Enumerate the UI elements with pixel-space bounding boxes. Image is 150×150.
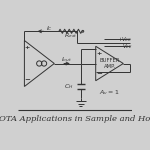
Text: $+V_{CC}$: $+V_{CC}$ (117, 35, 132, 44)
Text: OTA Applications in Sample and Ho: OTA Applications in Sample and Ho (0, 115, 150, 123)
Text: AMP.: AMP. (103, 64, 116, 69)
Text: $I_C$: $I_C$ (46, 24, 53, 33)
Text: $I_{out}$: $I_{out}$ (61, 56, 72, 64)
Text: BUFFER: BUFFER (99, 58, 120, 63)
Text: +: + (96, 51, 102, 56)
Text: +: + (25, 45, 30, 50)
Text: −: − (24, 77, 30, 83)
Text: $R_{ext}$: $R_{ext}$ (64, 31, 77, 40)
Text: $A_v = 1$: $A_v = 1$ (99, 88, 120, 97)
Text: $-V_{EE}$: $-V_{EE}$ (118, 42, 132, 51)
Text: $C_H$: $C_H$ (64, 82, 74, 91)
Text: −: − (96, 71, 102, 77)
